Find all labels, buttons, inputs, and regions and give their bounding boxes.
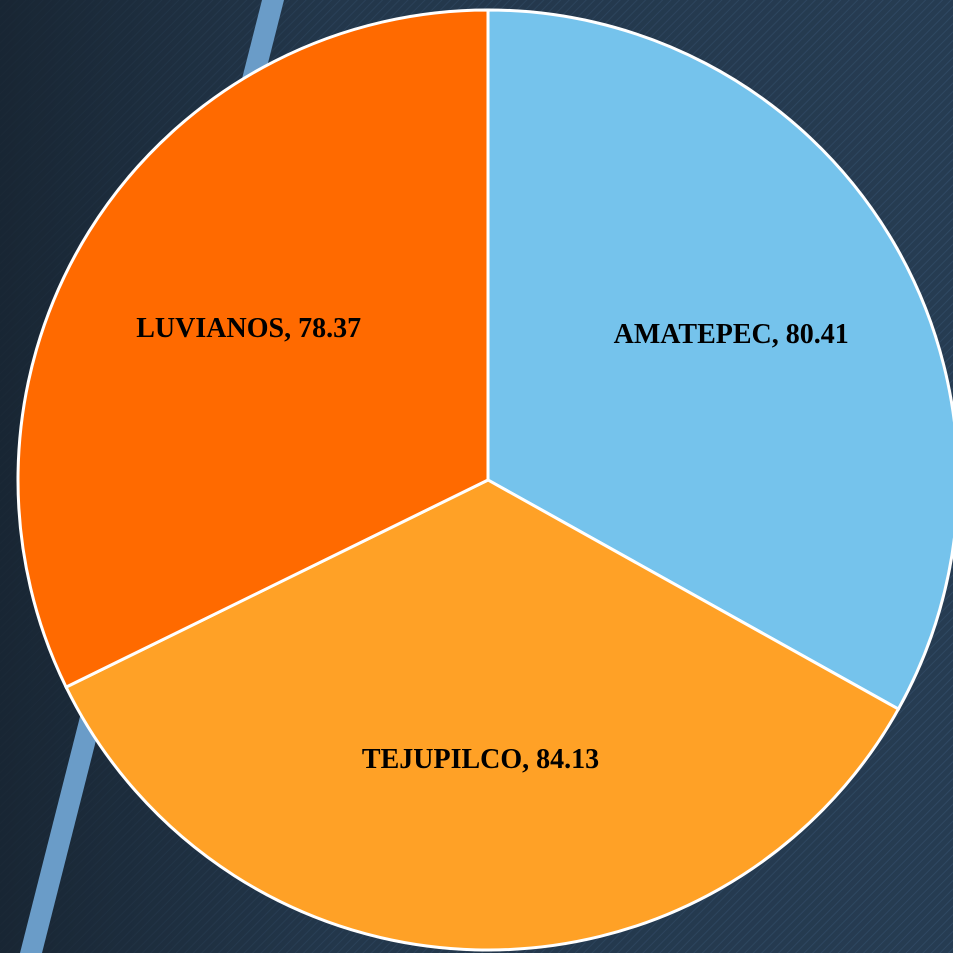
label-separator: , — [284, 313, 298, 344]
value-label: 80.41 — [786, 320, 849, 351]
pie — [16, 8, 953, 952]
pie-slice — [64, 478, 901, 952]
data-label: LUVIANOS, 78.37 — [136, 313, 361, 344]
data-label: AMATEPEC, 80.41 — [614, 320, 849, 351]
category-label: LUVIANOS — [136, 313, 284, 344]
pie-slice — [16, 8, 490, 690]
pie-slice — [486, 8, 953, 712]
value-label: 84.13 — [536, 744, 599, 775]
label-separator: , — [772, 320, 786, 351]
value-label: 78.37 — [298, 313, 361, 344]
category-label: TEJUPILCO — [362, 744, 522, 775]
category-label: AMATEPEC — [614, 320, 772, 351]
label-separator: , — [522, 744, 536, 775]
data-label: TEJUPILCO, 84.13 — [362, 744, 599, 775]
labels: AMATEPEC, 80.41 TEJUPILCO, 84.13 LUVIANOS,… — [136, 313, 849, 775]
